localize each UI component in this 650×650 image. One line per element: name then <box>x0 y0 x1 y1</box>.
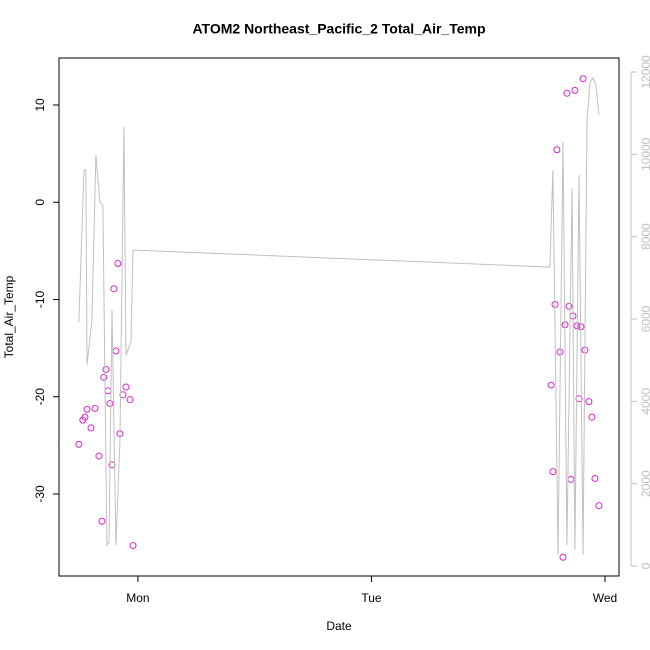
point <box>110 285 118 293</box>
point <box>119 391 127 399</box>
point <box>565 302 573 310</box>
point <box>87 424 95 432</box>
point <box>106 400 114 408</box>
point <box>563 89 571 97</box>
point <box>126 396 134 404</box>
point <box>112 347 120 355</box>
chart-title: ATOM2 Northeast_Pacific_2 Total_Air_Temp <box>192 21 485 37</box>
y-tick-label: -30 <box>33 485 47 503</box>
y2-tick-label: 4000 <box>639 388 650 415</box>
point <box>129 542 137 550</box>
x-tick-label: Wed <box>593 591 617 605</box>
point <box>98 517 106 525</box>
point <box>114 260 122 268</box>
point <box>595 502 603 510</box>
point <box>585 398 593 406</box>
y-tick-label: -10 <box>33 290 47 308</box>
point <box>571 86 579 94</box>
point <box>591 474 599 482</box>
plot-frame <box>58 57 620 577</box>
point <box>104 387 112 395</box>
point <box>81 413 89 421</box>
y-tick-label: 0 <box>33 199 47 206</box>
y2-tick-label: 10000 <box>639 137 650 171</box>
x-tick-label: Mon <box>126 591 149 605</box>
point <box>100 373 108 381</box>
y2-tick-label: 0 <box>639 562 650 569</box>
point <box>579 75 587 83</box>
point <box>567 475 575 483</box>
point <box>95 452 103 460</box>
point <box>102 366 110 374</box>
line <box>78 77 600 556</box>
point <box>556 348 564 356</box>
point <box>553 146 561 154</box>
y-tick-label: 10 <box>33 98 47 112</box>
y-axis-label: Total_Air_Temp <box>2 275 16 358</box>
y2-tick-label: 8000 <box>639 223 650 250</box>
point <box>547 381 555 389</box>
point <box>549 468 557 476</box>
point <box>122 383 130 391</box>
point <box>83 405 91 413</box>
y-tick-label: -20 <box>33 388 47 406</box>
y2-tick-label: 2000 <box>639 470 650 497</box>
point <box>559 553 567 561</box>
x-axis-label: Date <box>326 619 352 633</box>
x-tick-label: Tue <box>361 591 382 605</box>
y2-tick-label: 12000 <box>639 55 650 89</box>
point <box>91 404 99 412</box>
point <box>588 413 596 421</box>
y2-tick-label: 6000 <box>639 305 650 332</box>
point <box>75 440 83 448</box>
